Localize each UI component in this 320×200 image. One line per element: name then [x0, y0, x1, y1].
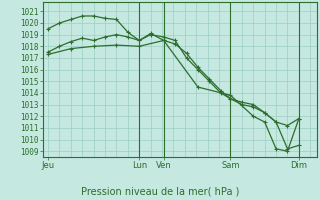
- Text: Pression niveau de la mer( hPa ): Pression niveau de la mer( hPa ): [81, 186, 239, 196]
